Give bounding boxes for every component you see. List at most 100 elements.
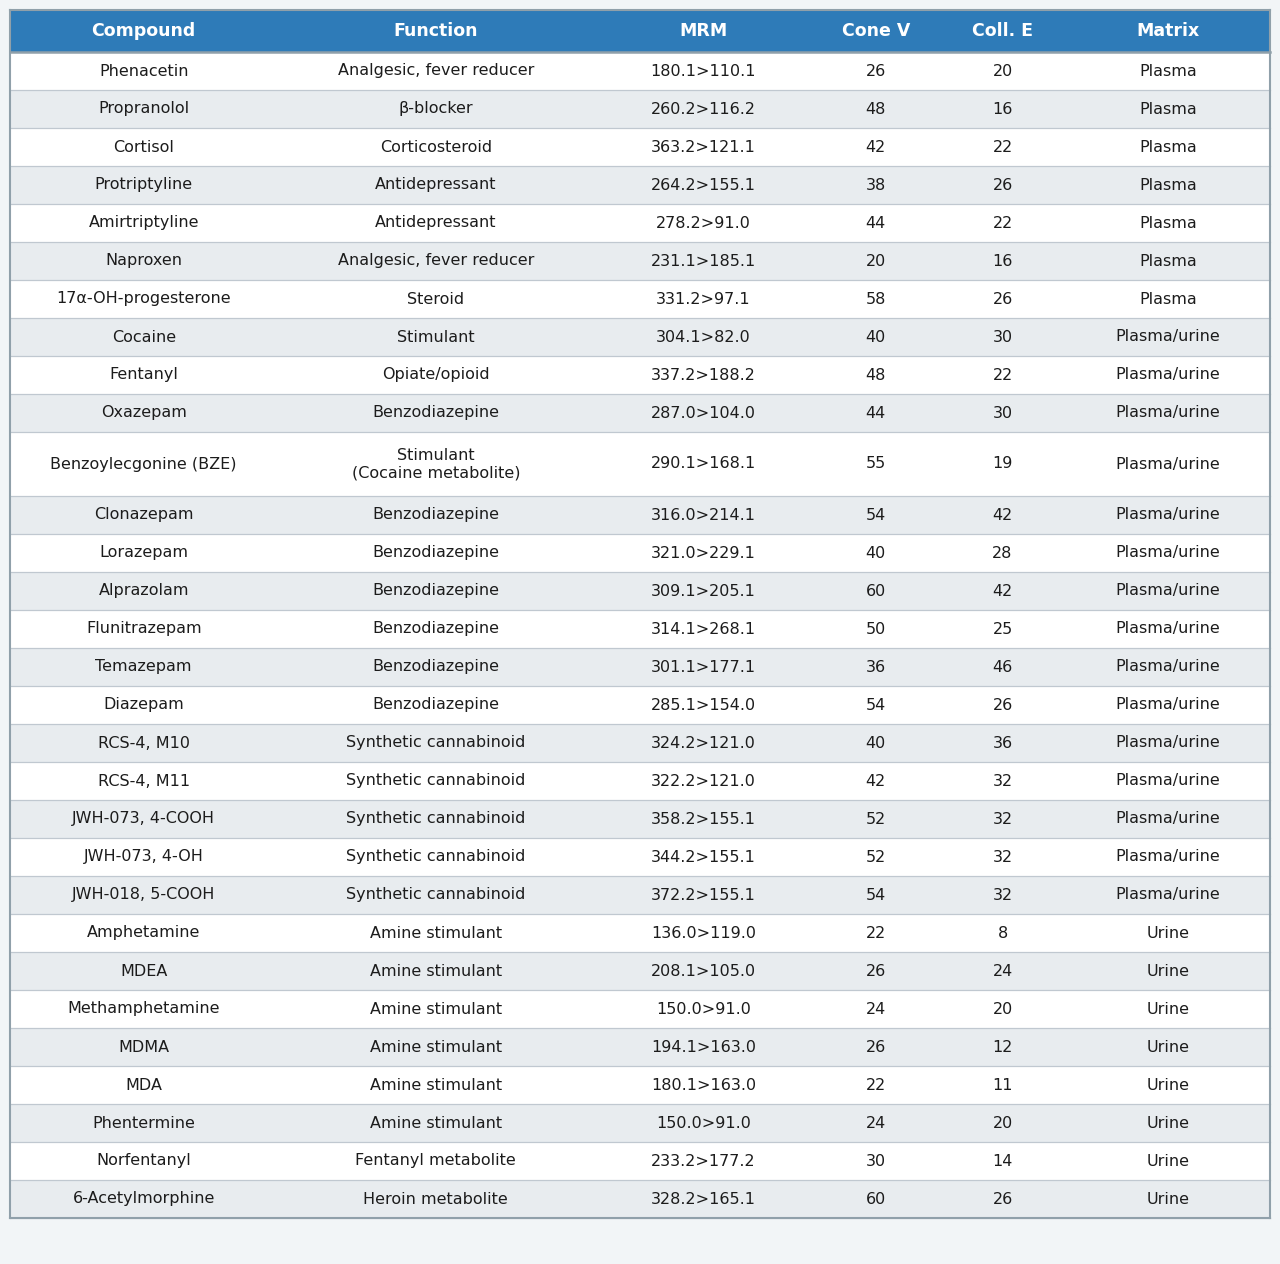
Text: 316.0>214.1: 316.0>214.1 [650, 508, 756, 522]
Text: Amine stimulant: Amine stimulant [370, 963, 502, 978]
Text: 331.2>97.1: 331.2>97.1 [657, 292, 750, 306]
Text: 25: 25 [992, 622, 1012, 637]
Bar [10, 838, 1270, 876]
Text: Lorazepam: Lorazepam [100, 546, 188, 560]
Text: 19: 19 [992, 456, 1012, 471]
Bar [10, 204, 1270, 241]
Text: 42: 42 [865, 774, 886, 789]
Text: Urine: Urine [1147, 925, 1189, 940]
Text: Analgesic, fever reducer: Analgesic, fever reducer [338, 254, 534, 268]
Text: 8: 8 [997, 925, 1007, 940]
Text: 30: 30 [992, 330, 1012, 345]
Bar [10, 762, 1270, 800]
Text: Plasma: Plasma [1139, 215, 1197, 230]
Text: Benzodiazepine: Benzodiazepine [372, 546, 499, 560]
Text: 26: 26 [865, 963, 886, 978]
Text: 363.2>121.1: 363.2>121.1 [652, 139, 755, 154]
Text: Urine: Urine [1147, 1116, 1189, 1130]
Text: Heroin metabolite: Heroin metabolite [364, 1192, 508, 1207]
Text: Steroid: Steroid [407, 292, 465, 306]
Text: Plasma/urine: Plasma/urine [1116, 406, 1220, 421]
Text: Plasma/urine: Plasma/urine [1116, 811, 1220, 827]
Text: Urine: Urine [1147, 1077, 1189, 1092]
Text: 22: 22 [865, 925, 886, 940]
Text: Amine stimulant: Amine stimulant [370, 1039, 502, 1054]
Text: Synthetic cannabinoid: Synthetic cannabinoid [346, 774, 526, 789]
Bar [10, 90, 1270, 128]
Text: Plasma/urine: Plasma/urine [1116, 330, 1220, 345]
Text: 50: 50 [865, 622, 886, 637]
Text: MDMA: MDMA [118, 1039, 169, 1054]
Text: 32: 32 [992, 774, 1012, 789]
Text: Analgesic, fever reducer: Analgesic, fever reducer [338, 63, 534, 78]
Text: Propranolol: Propranolol [99, 101, 189, 116]
Text: 180.1>163.0: 180.1>163.0 [650, 1077, 756, 1092]
Bar [10, 495, 1270, 533]
Text: Plasma/urine: Plasma/urine [1116, 660, 1220, 675]
Text: 22: 22 [992, 139, 1012, 154]
Text: Oxazepam: Oxazepam [101, 406, 187, 421]
Text: Phenacetin: Phenacetin [99, 63, 188, 78]
Bar [10, 319, 1270, 356]
Text: 264.2>155.1: 264.2>155.1 [650, 177, 756, 192]
Text: Plasma/urine: Plasma/urine [1116, 736, 1220, 751]
Text: Norfentanyl: Norfentanyl [96, 1154, 191, 1168]
Bar [10, 1028, 1270, 1066]
Text: Amine stimulant: Amine stimulant [370, 1116, 502, 1130]
Text: 36: 36 [865, 660, 886, 675]
Text: 20: 20 [992, 1116, 1012, 1130]
Bar [10, 990, 1270, 1028]
Text: 24: 24 [992, 963, 1012, 978]
Text: 6-Acetylmorphine: 6-Acetylmorphine [73, 1192, 215, 1207]
Text: Plasma/urine: Plasma/urine [1116, 774, 1220, 789]
Text: 24: 24 [865, 1116, 886, 1130]
Bar [10, 1066, 1270, 1103]
Text: 38: 38 [865, 177, 886, 192]
Text: Clonazepam: Clonazepam [93, 508, 193, 522]
Text: Urine: Urine [1147, 1154, 1189, 1168]
Text: 32: 32 [992, 887, 1012, 902]
Text: Urine: Urine [1147, 963, 1189, 978]
Text: Diazepam: Diazepam [104, 698, 184, 713]
Text: 28: 28 [992, 546, 1012, 560]
Text: 358.2>155.1: 358.2>155.1 [650, 811, 756, 827]
Text: 11: 11 [992, 1077, 1012, 1092]
Text: Plasma/urine: Plasma/urine [1116, 456, 1220, 471]
Text: 60: 60 [865, 1192, 886, 1207]
Text: Benzodiazepine: Benzodiazepine [372, 622, 499, 637]
Bar [10, 1103, 1270, 1141]
Text: 54: 54 [865, 508, 886, 522]
Text: 337.2>188.2: 337.2>188.2 [652, 368, 755, 383]
Text: 12: 12 [992, 1039, 1012, 1054]
Text: Phentermine: Phentermine [92, 1116, 195, 1130]
Text: Amine stimulant: Amine stimulant [370, 1077, 502, 1092]
Text: 42: 42 [992, 508, 1012, 522]
Bar [10, 432, 1270, 495]
Text: Plasma/urine: Plasma/urine [1116, 622, 1220, 637]
Text: 32: 32 [992, 811, 1012, 827]
Text: 52: 52 [865, 849, 886, 865]
Text: Plasma: Plasma [1139, 254, 1197, 268]
Text: 40: 40 [865, 736, 886, 751]
Text: JWH-018, 5-COOH: JWH-018, 5-COOH [72, 887, 215, 902]
Text: 22: 22 [992, 215, 1012, 230]
Text: 58: 58 [865, 292, 886, 306]
Text: Urine: Urine [1147, 1192, 1189, 1207]
Text: 20: 20 [992, 63, 1012, 78]
Text: Temazepam: Temazepam [96, 660, 192, 675]
Text: 285.1>154.0: 285.1>154.0 [650, 698, 756, 713]
Text: JWH-073, 4-OH: JWH-073, 4-OH [83, 849, 204, 865]
Bar [10, 876, 1270, 914]
Bar [10, 686, 1270, 724]
Text: 290.1>168.1: 290.1>168.1 [650, 456, 756, 471]
Text: Plasma: Plasma [1139, 292, 1197, 306]
Text: 278.2>91.0: 278.2>91.0 [655, 215, 751, 230]
Bar [10, 394, 1270, 432]
Text: Stimulant: Stimulant [397, 330, 475, 345]
Text: Flunitrazepam: Flunitrazepam [86, 622, 201, 637]
Text: Plasma: Plasma [1139, 139, 1197, 154]
Text: Opiate/opioid: Opiate/opioid [381, 368, 490, 383]
Text: Amphetamine: Amphetamine [87, 925, 201, 940]
Text: Plasma: Plasma [1139, 63, 1197, 78]
Text: 194.1>163.0: 194.1>163.0 [650, 1039, 756, 1054]
